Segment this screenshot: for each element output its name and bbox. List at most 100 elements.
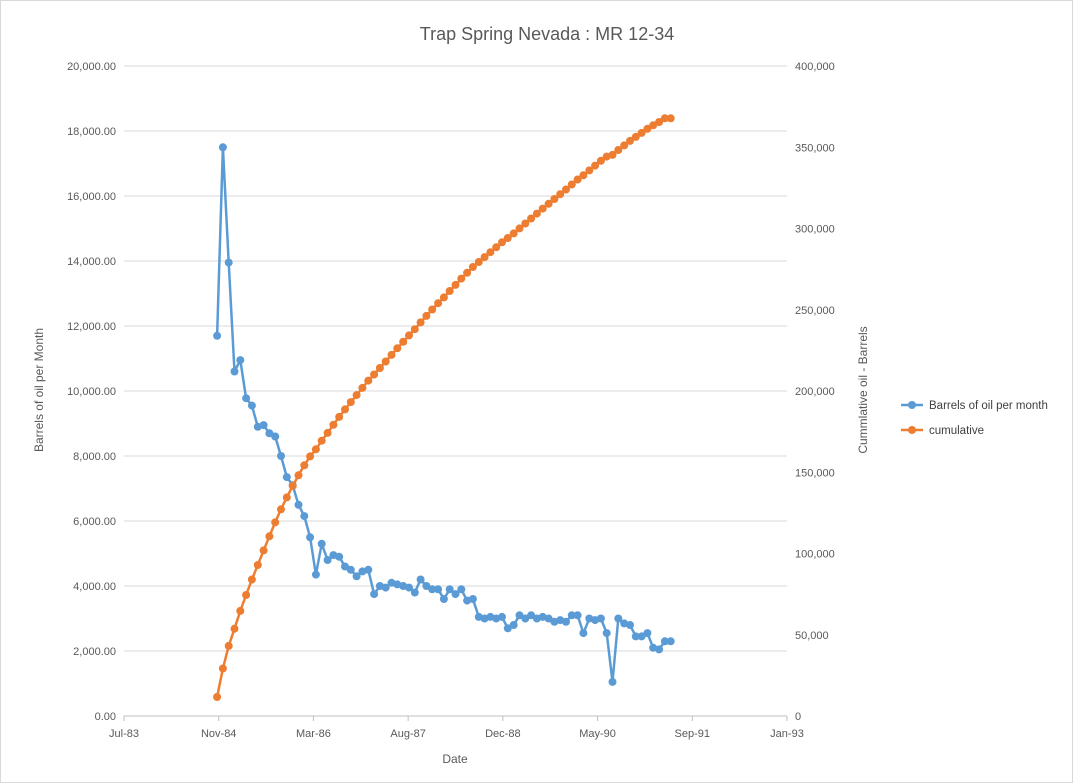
data-point-cumulative bbox=[242, 591, 251, 599]
data-point-cumulative bbox=[213, 693, 222, 701]
data-point-cumulative bbox=[445, 287, 454, 295]
data-point-cumulative bbox=[468, 263, 477, 271]
data-point-cumulative bbox=[666, 114, 675, 123]
gridlines bbox=[124, 65, 787, 652]
data-point-barrels-of-oil-per-month bbox=[468, 595, 477, 603]
data-point-barrels-of-oil-per-month bbox=[416, 575, 425, 584]
data-point-barrels-of-oil-per-month bbox=[236, 356, 245, 365]
y-axis-ticks: 0.00 2,000.00 4,000.00 6,000.00 8,000.00 10,0… bbox=[67, 61, 116, 723]
data-point-barrels-of-oil-per-month bbox=[579, 629, 588, 638]
data-point-barrels-of-oil-per-month bbox=[631, 632, 640, 641]
x-tick-label: May-90 bbox=[579, 728, 616, 740]
data-point-cumulative bbox=[311, 445, 320, 454]
data-point-cumulative bbox=[562, 185, 570, 194]
data-point-cumulative bbox=[300, 461, 309, 470]
data-point-cumulative bbox=[370, 370, 379, 379]
data-point-cumulative bbox=[428, 305, 437, 314]
data-point-cumulative bbox=[247, 575, 256, 584]
data-point-cumulative bbox=[486, 248, 495, 257]
data-point-barrels-of-oil-per-month bbox=[213, 331, 222, 340]
data-point-cumulative bbox=[288, 481, 297, 490]
data-point-cumulative bbox=[498, 238, 506, 247]
data-point-barrels-of-oil-per-month bbox=[323, 556, 332, 564]
data-point-cumulative bbox=[346, 398, 355, 407]
y-tick-label: 14,000.00 bbox=[67, 256, 116, 268]
data-point-barrels-of-oil-per-month bbox=[562, 617, 570, 626]
data-point-barrels-of-oil-per-month bbox=[637, 632, 646, 641]
data-point-barrels-of-oil-per-month bbox=[602, 629, 611, 638]
data-point-cumulative bbox=[567, 180, 576, 189]
data-point-cumulative bbox=[329, 420, 338, 429]
data-point-barrels-of-oil-per-month bbox=[573, 611, 582, 620]
data-point-barrels-of-oil-per-month bbox=[405, 583, 413, 592]
data-point-cumulative bbox=[277, 505, 285, 514]
data-point-barrels-of-oil-per-month bbox=[247, 401, 256, 410]
data-point-cumulative bbox=[579, 171, 588, 180]
data-point-cumulative bbox=[538, 204, 547, 213]
data-point-cumulative bbox=[457, 274, 466, 283]
data-point-cumulative bbox=[282, 493, 291, 502]
data-point-cumulative bbox=[434, 299, 443, 308]
data-point-cumulative bbox=[585, 166, 594, 175]
data-point-barrels-of-oil-per-month bbox=[509, 621, 518, 629]
y2-tick-label: 250,000 bbox=[795, 305, 835, 317]
legend-label-oil: Barrels of oil per month bbox=[929, 400, 1048, 412]
y2-tick-label: 300,000 bbox=[795, 224, 835, 236]
data-point-cumulative bbox=[422, 311, 431, 320]
data-point-cumulative bbox=[550, 195, 559, 203]
data-point-barrels-of-oil-per-month bbox=[666, 637, 675, 646]
y-tick-label: 12,000.00 bbox=[67, 321, 116, 333]
x-tick-label: Mar-86 bbox=[296, 728, 331, 740]
y2-tick-label: 150,000 bbox=[795, 467, 835, 479]
data-point-barrels-of-oil-per-month bbox=[277, 452, 285, 460]
y-tick-label: 0.00 bbox=[95, 711, 116, 723]
data-point-barrels-of-oil-per-month bbox=[341, 562, 349, 571]
data-point-cumulative bbox=[637, 128, 646, 137]
y2-tick-label: 400,000 bbox=[795, 61, 835, 73]
chart-title: Trap Spring Nevada : MR 12-34 bbox=[420, 24, 674, 44]
x-axis-ticks: Jul-83 Nov-84 Mar-86 Aug-87 Dec-88 May-90 Sep-… bbox=[109, 716, 804, 740]
data-point-cumulative bbox=[236, 606, 245, 615]
data-point-barrels-of-oil-per-month bbox=[282, 473, 291, 482]
legend-marker-oil bbox=[908, 401, 916, 409]
data-point-cumulative bbox=[503, 234, 512, 242]
data-point-cumulative bbox=[620, 141, 629, 150]
data-point-barrels-of-oil-per-month bbox=[271, 432, 280, 441]
data-point-cumulative bbox=[294, 471, 303, 480]
data-point-barrels-of-oil-per-month bbox=[364, 565, 373, 574]
data-point-barrels-of-oil-per-month bbox=[230, 367, 239, 376]
data-point-cumulative bbox=[271, 518, 280, 527]
y-axis-title: Barrels of oil per Month bbox=[32, 328, 46, 452]
data-point-cumulative bbox=[556, 190, 565, 199]
y2-tick-label: 50,000 bbox=[795, 630, 829, 642]
data-point-barrels-of-oil-per-month bbox=[335, 552, 344, 561]
data-point-cumulative bbox=[655, 118, 664, 126]
y-tick-label: 10,000.00 bbox=[67, 386, 116, 398]
data-point-barrels-of-oil-per-month bbox=[317, 539, 326, 548]
data-point-barrels-of-oil-per-month bbox=[311, 570, 320, 579]
data-point-cumulative bbox=[375, 364, 384, 372]
data-point-cumulative bbox=[532, 209, 541, 218]
data-point-barrels-of-oil-per-month bbox=[434, 585, 443, 594]
data-point-barrels-of-oil-per-month bbox=[428, 585, 437, 594]
data-point-cumulative bbox=[230, 624, 239, 633]
y2-tick-label: 200,000 bbox=[795, 386, 835, 398]
x-tick-label: Jan-93 bbox=[770, 728, 804, 740]
y-tick-label: 16,000.00 bbox=[67, 191, 116, 203]
data-point-barrels-of-oil-per-month bbox=[410, 588, 419, 597]
data-point-barrels-of-oil-per-month bbox=[445, 585, 454, 594]
data-point-barrels-of-oil-per-month bbox=[544, 614, 553, 623]
data-point-cumulative bbox=[474, 258, 483, 266]
x-tick-label: Sep-91 bbox=[675, 728, 710, 740]
y-tick-label: 20,000.00 bbox=[67, 61, 116, 73]
x-tick-label: Dec-88 bbox=[485, 728, 520, 740]
data-point-cumulative bbox=[573, 175, 582, 184]
data-point-barrels-of-oil-per-month bbox=[370, 590, 379, 599]
data-point-cumulative bbox=[387, 350, 396, 359]
data-point-cumulative bbox=[596, 156, 605, 165]
data-point-barrels-of-oil-per-month bbox=[346, 565, 355, 574]
data-point-cumulative bbox=[492, 243, 501, 252]
data-point-barrels-of-oil-per-month bbox=[614, 614, 623, 623]
y-tick-label: 2,000.00 bbox=[73, 646, 116, 658]
